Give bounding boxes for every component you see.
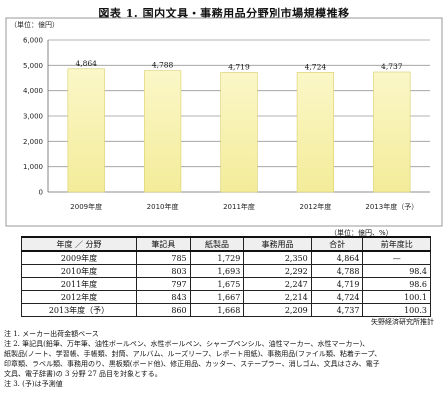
col-header-pens: 筆記具: [136, 236, 191, 252]
y-tick-label: 3,000: [23, 113, 43, 121]
footnote-2-cont: 印章類、ラベル類、事務用のり、黒板類(ボード他)、修正用品、カッター、ステープラ…: [4, 360, 380, 368]
x-tick-label: 2012年度: [299, 202, 331, 211]
bar: [67, 68, 105, 193]
cell-office: 2,292: [243, 264, 312, 278]
cell-paper: 1,667: [189, 290, 245, 304]
col-header-total: 合計: [310, 236, 364, 252]
cell-yoy: 98.4: [362, 264, 431, 278]
footnotes: 注 1. メーカー出荷金額ベース 注 2. 筆記具(鉛筆、万年筆、油性ボールペン…: [4, 329, 444, 389]
cell-paper: 1,668: [189, 303, 245, 317]
footnote-2-cont: 紙製品(ノート、学習帳、手帳類、封筒、アルバム、ルーズリーフ、レポート用紙)、事…: [4, 350, 382, 358]
table-row: 2011年度 797 1,675 2,247 4,719 98.6: [21, 277, 431, 291]
col-header-office: 事務用品: [243, 236, 312, 252]
table-row: 2010年度 803 1,693 2,292 4,788 98.4: [21, 264, 431, 278]
bar-data-label: 4,719: [228, 62, 250, 71]
bars: 4,864 4,788 4,719 4,724 4,737: [67, 59, 411, 193]
cell-office: 2,350: [243, 250, 312, 265]
col-header-yoy: 前年度比: [362, 236, 431, 252]
footnote-2-cont: 文具、電子辞書)の 3 分野 27 品目を対象とする。: [4, 370, 162, 378]
x-tick-label: 2009年度: [70, 202, 102, 211]
bar: [373, 71, 411, 193]
cell-paper: 1,729: [189, 250, 245, 265]
y-tick-label: 2,000: [23, 138, 43, 146]
bar: [220, 72, 258, 193]
cell-pens: 797: [136, 277, 191, 291]
bar: [296, 72, 335, 193]
y-tick-label: 5,000: [23, 62, 43, 70]
cell-pens: 860: [136, 303, 191, 317]
x-tick-label: 2010年度: [147, 202, 179, 211]
cell-office: 2,214: [243, 290, 312, 304]
cell-total: 4,737: [310, 303, 364, 317]
cell-year: 2011年度: [21, 277, 137, 291]
bar: [143, 70, 182, 193]
y-tick-label: 1,000: [23, 163, 43, 171]
source-credit: 矢野経済研究所推計: [371, 318, 434, 326]
table-row: 2013年度（予） 860 1,668 2,209 4,737 100.3: [21, 303, 431, 317]
cell-office: 2,209: [243, 303, 312, 317]
col-header-year: 年度 ／ 分野: [21, 236, 137, 252]
cell-total: 4,788: [310, 264, 364, 278]
bar-data-label: 4,724: [305, 62, 327, 71]
x-tick-label: 2011年度: [223, 202, 255, 211]
cell-office: 2,247: [243, 277, 312, 291]
cell-yoy: 100.1: [362, 290, 431, 304]
bar-chart: （単位：億円） 01,0002,0003,0004,0005,0006,000 …: [5, 17, 443, 227]
cell-pens: 843: [136, 290, 191, 304]
cell-total: 4,864: [310, 250, 364, 265]
cell-yoy: 98.6: [362, 277, 431, 291]
footnote-2: 注 2. 筆記具(鉛筆、万年筆、油性ボールペン、水性ボールペン、シャープペンシル…: [4, 340, 370, 348]
bar-data-label: 4,864: [75, 59, 97, 68]
cell-year: 2012年度: [21, 290, 137, 304]
table-header-row: 年度 ／ 分野 筆記具 紙製品 事務用品 合計 前年度比: [21, 236, 431, 252]
bar-data-label: 4,737: [381, 62, 403, 71]
table-row: 2009年度 785 1,729 2,350 4,864 —: [21, 250, 431, 265]
chart-unit-label: （単位：億円）: [10, 20, 59, 29]
figure-title: 図表 1. 国内文具・事務用品分野別市場規模推移: [98, 7, 350, 20]
cell-year: 2010年度: [21, 264, 137, 278]
table-unit-label: （単位：億円、%）: [330, 229, 393, 237]
cell-yoy: 100.3: [362, 303, 431, 317]
col-header-paper: 紙製品: [189, 236, 245, 252]
cell-total: 4,719: [310, 277, 364, 291]
y-tick-label: 4,000: [23, 87, 43, 95]
cell-pens: 803: [136, 264, 191, 278]
bar-data-label: 4,788: [152, 61, 174, 70]
cell-paper: 1,693: [189, 264, 245, 278]
footnote-1: 注 1. メーカー出荷金額ベース: [4, 330, 99, 338]
cell-paper: 1,675: [189, 277, 245, 291]
cell-yoy: —: [362, 250, 431, 265]
cell-year: 2013年度（予）: [21, 303, 137, 317]
table-row: 2012年度 843 1,667 2,214 4,724 100.1: [21, 290, 431, 304]
x-tick-label: 2013年度（予）: [365, 202, 418, 211]
cell-year: 2009年度: [21, 250, 137, 265]
y-tick-label: 0: [39, 189, 43, 197]
footnote-3: 注 3. (予)は予測値: [4, 380, 63, 388]
y-tick-label: 6,000: [23, 37, 43, 45]
cell-total: 4,724: [310, 290, 364, 304]
y-axis-ticks: 0 1,000 2,000 3,000 4,000 5,000 6,000: [23, 37, 43, 197]
cell-pens: 785: [136, 250, 191, 265]
market-size-table: 年度 ／ 分野 筆記具 紙製品 事務用品 合計 前年度比 2009年度 785 …: [21, 236, 431, 317]
x-axis-ticks: 2009年度 2010年度 2011年度 2012年度 2013年度（予）: [70, 202, 418, 211]
